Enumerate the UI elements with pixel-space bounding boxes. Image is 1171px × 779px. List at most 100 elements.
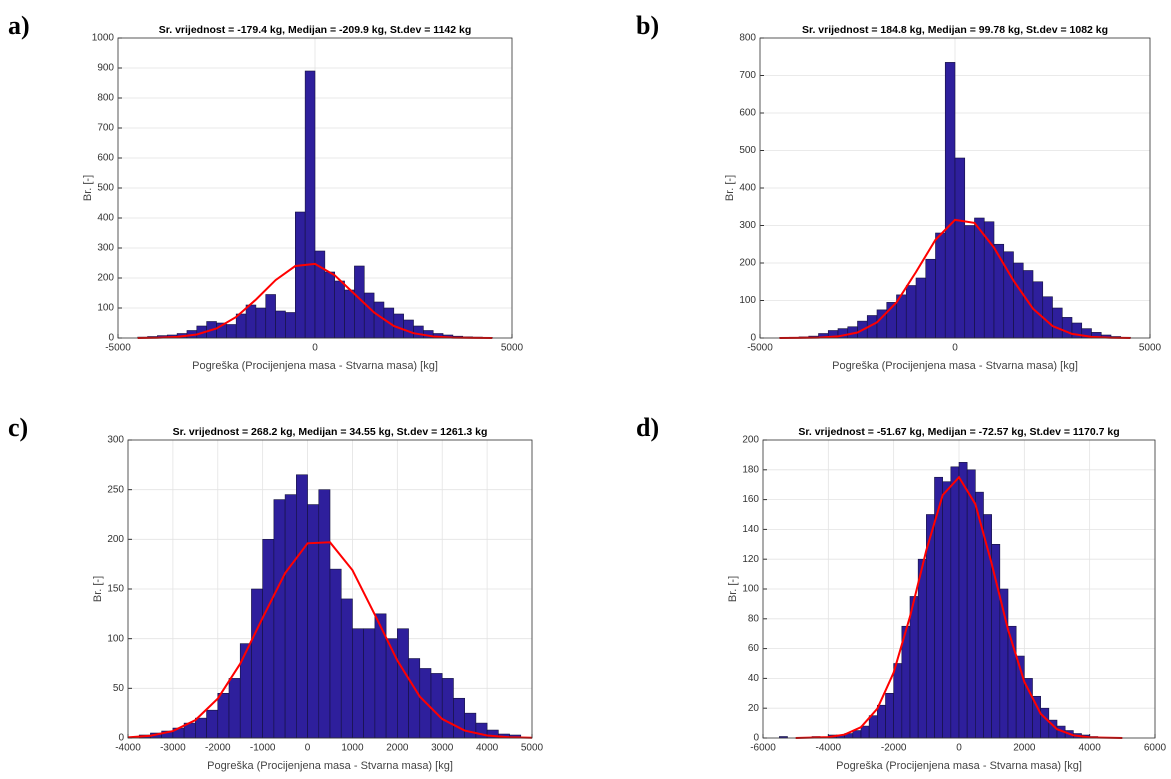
bar xyxy=(909,596,919,739)
bar xyxy=(408,658,421,739)
panel-label: c) xyxy=(8,413,28,442)
y-tick-label: 600 xyxy=(97,153,114,164)
y-tick-label: 180 xyxy=(742,464,759,475)
y-tick-label: 700 xyxy=(97,123,114,134)
x-tick-label: 4000 xyxy=(1079,743,1102,754)
y-tick-label: 800 xyxy=(97,93,114,104)
bar xyxy=(1013,262,1024,339)
x-axis-label: Pogreška (Procijenjena masa - Stvarna ma… xyxy=(207,760,453,772)
y-tick-label: 300 xyxy=(107,435,124,446)
axes-box xyxy=(762,439,1156,739)
y-tick-label: 900 xyxy=(97,63,114,74)
bar xyxy=(344,289,355,339)
y-tick-label: 50 xyxy=(113,683,125,694)
bar xyxy=(245,304,257,339)
bar xyxy=(974,217,985,339)
x-tick-label: 5000 xyxy=(521,743,544,754)
y-tick-label: 300 xyxy=(739,220,756,231)
bar xyxy=(993,243,1005,339)
bar xyxy=(935,232,946,339)
bar xyxy=(329,568,342,739)
axes-box xyxy=(127,439,533,739)
y-tick-label: 700 xyxy=(739,70,756,81)
bar xyxy=(226,324,237,339)
x-tick-label: -5000 xyxy=(105,343,131,354)
y-axis-label: Br. [-] xyxy=(724,175,736,201)
x-axis-label: Pogreška (Procijenjena masa - Stvarna ma… xyxy=(836,760,1082,772)
y-tick-label: 0 xyxy=(750,333,756,344)
x-tick-label: -1000 xyxy=(250,743,276,754)
bar xyxy=(385,638,398,739)
x-tick-label: 0 xyxy=(956,743,962,754)
x-tick-label: -6000 xyxy=(750,743,776,754)
bar xyxy=(915,277,927,339)
bar xyxy=(464,712,477,739)
y-tick-label: 200 xyxy=(97,273,114,284)
x-tick-label: 4000 xyxy=(476,743,499,754)
y-tick-label: 150 xyxy=(107,584,124,595)
bar xyxy=(251,588,263,739)
y-tick-label: 140 xyxy=(742,524,759,535)
y-tick-label: 0 xyxy=(753,733,759,744)
bar xyxy=(958,462,968,739)
chart-title: Sr. vrijednost = -51.67 kg, Medijan = -7… xyxy=(798,426,1119,438)
fit-curve xyxy=(137,262,493,339)
bar xyxy=(228,678,241,739)
y-tick-label: 200 xyxy=(107,534,124,545)
bar xyxy=(363,292,375,339)
bar xyxy=(285,312,296,339)
bar xyxy=(893,663,903,739)
y-tick-label: 20 xyxy=(748,703,760,714)
bar xyxy=(239,643,252,739)
bar xyxy=(925,258,936,339)
bar xyxy=(944,62,956,339)
x-tick-label: 3000 xyxy=(431,743,454,754)
bar xyxy=(964,225,975,339)
y-axis-label: Br. [-] xyxy=(92,576,104,602)
bar xyxy=(885,692,894,739)
bar xyxy=(413,325,424,339)
y-tick-label: 300 xyxy=(97,243,114,254)
x-tick-label: 2000 xyxy=(1013,743,1036,754)
y-tick-label: 600 xyxy=(739,108,756,119)
x-tick-label: -4000 xyxy=(816,743,842,754)
bar xyxy=(430,673,443,739)
bar xyxy=(1024,678,1033,739)
bar xyxy=(275,310,286,339)
bar xyxy=(991,543,1001,739)
x-tick-label: 0 xyxy=(952,343,958,354)
bar xyxy=(265,294,276,339)
y-tick-label: 80 xyxy=(748,613,760,624)
bar xyxy=(966,469,976,739)
y-tick-label: 400 xyxy=(97,213,114,224)
y-tick-label: 800 xyxy=(739,33,756,44)
bar xyxy=(195,717,207,739)
bar xyxy=(324,271,336,339)
y-tick-label: 60 xyxy=(748,643,760,654)
y-axis-label: Br. [-] xyxy=(727,576,739,602)
y-tick-label: 200 xyxy=(739,258,756,269)
x-tick-label: -2000 xyxy=(881,743,907,754)
bar xyxy=(403,319,414,339)
fit-curve xyxy=(795,475,1123,739)
bar xyxy=(296,474,308,739)
bar xyxy=(284,494,297,739)
fit-curve xyxy=(127,541,533,739)
x-tick-label: 5000 xyxy=(501,343,524,354)
chart-title: Sr. vrijednost = -179.4 kg, Medijan = -2… xyxy=(159,24,472,36)
chart-title: Sr. vrijednost = 268.2 kg, Medijan = 34.… xyxy=(173,426,488,438)
bar xyxy=(217,692,230,739)
bar xyxy=(273,499,286,739)
x-tick-label: -3000 xyxy=(160,743,186,754)
bar xyxy=(868,715,878,739)
x-tick-label: 6000 xyxy=(1144,743,1167,754)
bar xyxy=(373,301,385,339)
y-tick-label: 160 xyxy=(742,494,759,505)
bar xyxy=(340,598,353,739)
bar xyxy=(206,709,219,739)
bar xyxy=(304,70,316,339)
panel: 0 20 40 60 80 100 120 140 160 180 200 -6000 -4000 -20… xyxy=(636,413,1167,772)
bar xyxy=(1040,707,1050,739)
